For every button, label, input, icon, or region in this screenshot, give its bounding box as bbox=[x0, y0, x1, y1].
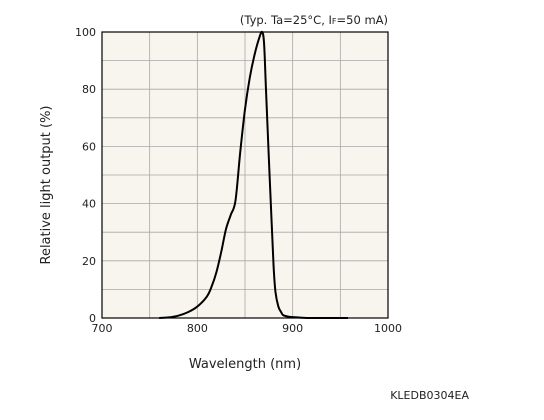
x-tick-label: 800 bbox=[187, 322, 208, 335]
x-tick-label: 1000 bbox=[374, 322, 402, 335]
x-axis-title: Wavelength (nm) bbox=[189, 357, 301, 372]
y-tick-label: 40 bbox=[82, 198, 96, 211]
y-axis-title: Relative light output (%) bbox=[39, 105, 54, 264]
y-tick-label: 20 bbox=[82, 255, 96, 268]
condition-note-subscript: F bbox=[332, 17, 337, 26]
y-tick-label: 60 bbox=[82, 140, 96, 153]
y-tick-label: 80 bbox=[82, 83, 96, 96]
condition-note: (Typ. Ta=25°C, IF=50 mA) bbox=[240, 13, 388, 27]
grid-lines bbox=[102, 32, 388, 318]
figure-code: KLEDB0304EA bbox=[390, 389, 469, 402]
y-tick-label: 0 bbox=[89, 312, 96, 325]
tick-labels: 700 800 900 1000 0 20 40 60 80 100 bbox=[75, 26, 402, 335]
plot-frame bbox=[101, 31, 389, 319]
x-tick-label: 700 bbox=[92, 322, 113, 335]
x-tick-label: 900 bbox=[282, 322, 303, 335]
y-tick-label: 100 bbox=[75, 26, 96, 39]
